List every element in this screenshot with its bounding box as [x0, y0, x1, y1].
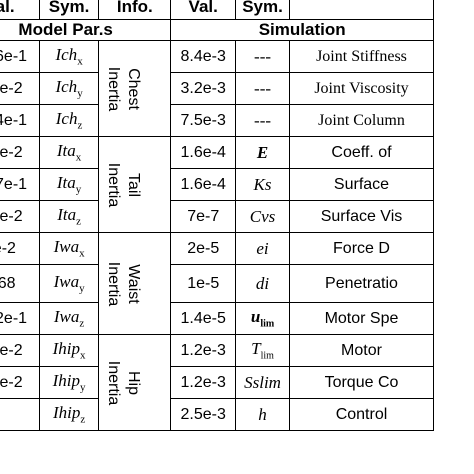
- section-model-params: Model Par.s: [0, 19, 172, 41]
- symbol-cell: Ihipx: [38, 334, 100, 367]
- value-cell-2: 1.6e-4: [170, 168, 237, 201]
- symbol-cell-2: Ks: [235, 168, 290, 201]
- symbol-cell-2: Tlim: [235, 334, 290, 367]
- value-cell: 2.6e-2: [0, 334, 40, 367]
- symbol-cell: Itax: [38, 136, 100, 169]
- header-row: Val. Sym. Info. Val. Sym.: [0, 0, 435, 20]
- table-row: 1.34e-1 Ichz 7.5e-3 --- Joint Column: [0, 104, 435, 137]
- simulation-cell: Joint Column: [288, 104, 435, 137]
- symbol-cell-2: ei: [235, 232, 290, 265]
- symbol-cell: Iway: [38, 264, 100, 303]
- group-label-chest: Chest Inertia: [98, 40, 172, 137]
- table-row: 5.7e-2 Ihipy 1.2e-3 Sslim Torque Co: [0, 366, 435, 399]
- header-symbol-2: Sym.: [235, 0, 290, 20]
- value-cell: 4e-2: [0, 232, 40, 265]
- symbol-cell: Itay: [38, 168, 100, 201]
- value-cell: 5.7e-2: [0, 366, 40, 399]
- symbol-cell: Ichz: [38, 104, 100, 137]
- simulation-cell: Motor: [288, 334, 435, 367]
- group-label-hip: Hip Inertia: [98, 334, 172, 431]
- symbol-cell: Ihipy: [38, 366, 100, 399]
- value-cell: 1.06e-1: [0, 40, 40, 73]
- symbol-cell-2: E: [235, 136, 290, 169]
- value-cell: 1.37e-1: [0, 168, 40, 201]
- header-value: Val.: [0, 0, 40, 20]
- simulation-cell: Control: [288, 398, 435, 431]
- section-row: Model Par.s Simulation: [0, 19, 434, 41]
- header-symbol: Sym.: [38, 0, 100, 20]
- table-row: Ihipz 2.5e-3 h Control: [0, 398, 435, 431]
- symbol-cell-2: h: [235, 398, 290, 431]
- value-cell-2: 8.4e-3: [170, 40, 237, 73]
- section-simulation: Simulation: [170, 19, 434, 41]
- table-row: 1.37e-1 Itay 1.6e-4 Ks Surface: [0, 168, 435, 201]
- symbol-cell-2: ulim: [235, 302, 290, 335]
- symbol-cell: Ichx: [38, 40, 100, 73]
- symbol-cell-2: Cvs: [235, 200, 290, 233]
- symbol-cell-2: ---: [235, 40, 290, 73]
- simulation-cell: Motor Spe: [288, 302, 435, 335]
- simulation-cell: Force D: [288, 232, 435, 265]
- value-cell: 1.34e-1: [0, 104, 40, 137]
- header-info: Info.: [98, 0, 172, 20]
- value-cell-2: 2.5e-3: [170, 398, 237, 431]
- symbol-cell: Ichy: [38, 72, 100, 105]
- simulation-cell: Surface Vis: [288, 200, 435, 233]
- value-cell: 6.5e-2: [0, 200, 40, 233]
- header-simulation: [288, 0, 435, 20]
- symbol-cell: Ihipz: [38, 398, 100, 431]
- value-cell-2: 1.6e-4: [170, 136, 237, 169]
- value-cell: 8.4e-2: [0, 136, 40, 169]
- symbol-cell: Iwaz: [38, 302, 100, 335]
- table-row: 1.2e-2 Ichy 3.2e-3 --- Joint Viscosity: [0, 72, 435, 105]
- value-cell-2: 3.2e-3: [170, 72, 237, 105]
- group-label-waist: Waist Inertia: [98, 232, 172, 335]
- simulation-cell: Coeff. of: [288, 136, 435, 169]
- value-cell-2: 7.5e-3: [170, 104, 237, 137]
- table-row: 1.68 Iway 1e-5 di Penetratio: [0, 264, 435, 303]
- value-cell-2: 2e-5: [170, 232, 237, 265]
- value-cell-2: 7e-7: [170, 200, 237, 233]
- value-cell: [0, 398, 40, 431]
- symbol-cell-2: ---: [235, 72, 290, 105]
- value-cell-2: 1e-5: [170, 264, 237, 303]
- table-row: 6.5e-2 Itaz 7e-7 Cvs Surface Vis: [0, 200, 435, 233]
- simulation-cell: Surface: [288, 168, 435, 201]
- symbol-cell: Itaz: [38, 200, 100, 233]
- symbol-cell-2: Sslim: [235, 366, 290, 399]
- simulation-cell: Torque Co: [288, 366, 435, 399]
- value-cell: 1.32e-1: [0, 302, 40, 335]
- value-cell-2: 1.2e-3: [170, 366, 237, 399]
- header-value-2: Val.: [170, 0, 237, 20]
- value-cell-2: 1.2e-3: [170, 334, 237, 367]
- group-label-tail: Tail Inertia: [98, 136, 172, 233]
- simulation-cell: Joint Viscosity: [288, 72, 435, 105]
- value-cell: 1.2e-2: [0, 72, 40, 105]
- parameter-table: Val. Sym. Info. Val. Sym. Model Par.s Si…: [0, 0, 435, 431]
- value-cell: 1.68: [0, 264, 40, 303]
- simulation-cell: Penetratio: [288, 264, 435, 303]
- symbol-cell-2: ---: [235, 104, 290, 137]
- simulation-cell: Joint Stiffness: [288, 40, 435, 73]
- value-cell-2: 1.4e-5: [170, 302, 237, 335]
- symbol-cell: Iwax: [38, 232, 100, 265]
- symbol-cell-2: di: [235, 264, 290, 303]
- table-row: 1.32e-1 Iwaz 1.4e-5 ulim Motor Spe: [0, 302, 435, 335]
